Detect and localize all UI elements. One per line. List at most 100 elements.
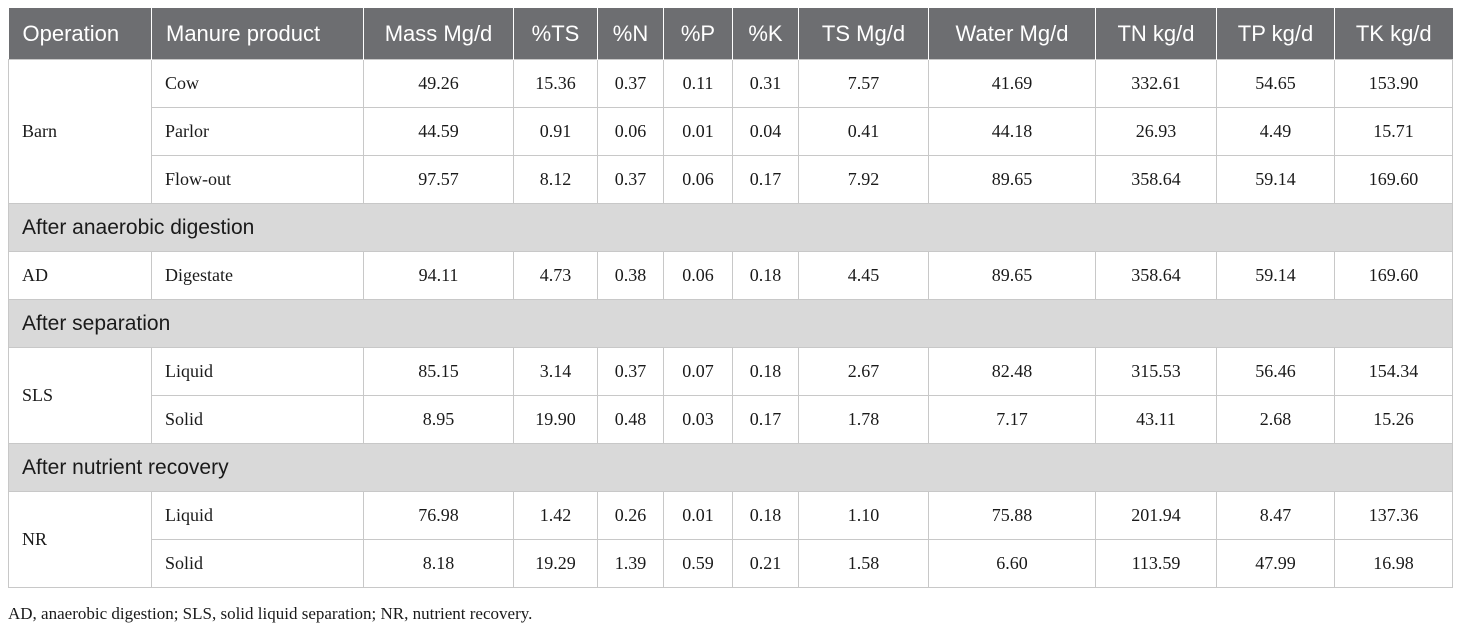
value-cell: 0.11 bbox=[663, 59, 733, 108]
section-label: After nutrient recovery bbox=[8, 443, 1453, 492]
value-cell: 0.31 bbox=[732, 59, 799, 108]
value-cell: 1.42 bbox=[513, 491, 598, 540]
product-cell: Parlor bbox=[151, 107, 364, 156]
value-cell: 0.17 bbox=[732, 155, 799, 204]
table-row: NR Liquid 76.98 1.42 0.26 0.01 0.18 1.10 75.88 20… bbox=[8, 491, 1453, 588]
value-cell: 59.14 bbox=[1216, 155, 1335, 204]
value-cell: 7.17 bbox=[928, 395, 1096, 444]
column-header: %P bbox=[663, 8, 733, 60]
product-cell: Solid bbox=[151, 395, 364, 444]
value-cell: 44.18 bbox=[928, 107, 1096, 156]
value-cell: 54.65 bbox=[1216, 59, 1335, 108]
value-cell: 56.46 bbox=[1216, 347, 1335, 396]
value-cell: 19.90 bbox=[513, 395, 598, 444]
table-row: Barn Cow 49.26 15.36 0.37 0.11 0.31 7.57 41.69 33… bbox=[8, 59, 1453, 204]
value-cell: 0.03 bbox=[663, 395, 733, 444]
value-cell: 85.15 bbox=[363, 347, 514, 396]
value-cell: 8.12 bbox=[513, 155, 598, 204]
value-cell: 0.91 bbox=[513, 107, 598, 156]
value-cell: 169.60 bbox=[1334, 155, 1453, 204]
value-cell: 0.38 bbox=[597, 251, 664, 300]
value-cell: 6.60 bbox=[928, 539, 1096, 588]
table-row: AD Digestate 94.11 4.73 0.38 0.06 0.18 4.45 89.6… bbox=[8, 251, 1453, 300]
value-cell: 15.36 bbox=[513, 59, 598, 108]
value-cell: 0.41 bbox=[798, 107, 929, 156]
column-header: %TS bbox=[513, 8, 598, 60]
table-row: Solid 8.18 19.29 1.39 0.59 0.21 1.58 6.60 113.59… bbox=[9, 539, 1453, 588]
value-cell: 89.65 bbox=[928, 155, 1096, 204]
value-cell: 201.94 bbox=[1095, 491, 1217, 540]
value-cell: 43.11 bbox=[1095, 395, 1217, 444]
value-cell: 0.37 bbox=[597, 155, 664, 204]
value-cell: 358.64 bbox=[1095, 155, 1217, 204]
value-cell: 0.06 bbox=[663, 155, 733, 204]
value-cell: 169.60 bbox=[1334, 251, 1453, 300]
column-header: %N bbox=[597, 8, 664, 60]
column-header: TN kg/d bbox=[1095, 8, 1217, 60]
operation-cell: SLS bbox=[8, 347, 152, 444]
product-cell: Liquid bbox=[151, 347, 364, 396]
value-cell: 1.39 bbox=[597, 539, 664, 588]
value-cell: 1.78 bbox=[798, 395, 929, 444]
column-header: Mass Mg/d bbox=[363, 8, 514, 60]
operation-cell: AD bbox=[8, 251, 152, 300]
operation-cell: Barn bbox=[8, 59, 152, 204]
product-cell: Cow bbox=[151, 59, 364, 108]
value-cell: 137.36 bbox=[1334, 491, 1453, 540]
value-cell: 1.10 bbox=[798, 491, 929, 540]
product-cell: Digestate bbox=[151, 251, 364, 300]
section-row: After separation bbox=[8, 299, 1453, 348]
table-container: Operation Manure product Mass Mg/d %TS %N %P%… bbox=[8, 8, 1453, 588]
column-header: TP kg/d bbox=[1216, 8, 1335, 60]
section-row: After nutrient recovery bbox=[8, 443, 1453, 492]
value-cell: 0.04 bbox=[732, 107, 799, 156]
value-cell: 75.88 bbox=[928, 491, 1096, 540]
value-cell: 8.95 bbox=[363, 395, 514, 444]
value-cell: 153.90 bbox=[1334, 59, 1453, 108]
value-cell: 0.17 bbox=[732, 395, 799, 444]
value-cell: 1.58 bbox=[798, 539, 929, 588]
value-cell: 0.59 bbox=[663, 539, 733, 588]
table-row: Parlor 44.59 0.91 0.06 0.01 0.04 0.41 44.18 26.9… bbox=[9, 107, 1453, 156]
value-cell: 89.65 bbox=[928, 251, 1096, 300]
value-cell: 332.61 bbox=[1095, 59, 1217, 108]
value-cell: 7.92 bbox=[798, 155, 929, 204]
value-cell: 0.01 bbox=[663, 491, 733, 540]
value-cell: 16.98 bbox=[1334, 539, 1453, 588]
header-row: Operation Manure product Mass Mg/d %TS %N %P%… bbox=[8, 8, 1453, 60]
value-cell: 49.26 bbox=[363, 59, 514, 108]
value-cell: 8.18 bbox=[363, 539, 514, 588]
value-cell: 59.14 bbox=[1216, 251, 1335, 300]
table-body: Barn Cow 49.26 15.36 0.37 0.11 0.31 7.57 41.69 33… bbox=[8, 59, 1453, 588]
value-cell: 8.47 bbox=[1216, 491, 1335, 540]
value-cell: 2.68 bbox=[1216, 395, 1335, 444]
table-footnote: AD, anaerobic digestion; SLS, solid liqu… bbox=[8, 604, 533, 623]
value-cell: 41.69 bbox=[928, 59, 1096, 108]
value-cell: 0.18 bbox=[732, 251, 799, 300]
value-cell: 0.07 bbox=[663, 347, 733, 396]
table-row: SLS Liquid 85.15 3.14 0.37 0.07 0.18 2.67 82.48 3… bbox=[8, 347, 1453, 444]
value-cell: 113.59 bbox=[1095, 539, 1217, 588]
section-row: After anaerobic digestion bbox=[8, 203, 1453, 252]
operation-cell: NR bbox=[8, 491, 152, 588]
value-cell: 358.64 bbox=[1095, 251, 1217, 300]
value-cell: 15.71 bbox=[1334, 107, 1453, 156]
product-cell: Flow-out bbox=[151, 155, 364, 204]
value-cell: 0.01 bbox=[663, 107, 733, 156]
column-header: %K bbox=[732, 8, 799, 60]
value-cell: 4.45 bbox=[798, 251, 929, 300]
value-cell: 0.26 bbox=[597, 491, 664, 540]
value-cell: 0.06 bbox=[597, 107, 664, 156]
value-cell: 4.73 bbox=[513, 251, 598, 300]
value-cell: 3.14 bbox=[513, 347, 598, 396]
value-cell: 0.18 bbox=[732, 347, 799, 396]
value-cell: 2.67 bbox=[798, 347, 929, 396]
value-cell: 26.93 bbox=[1095, 107, 1217, 156]
column-header: Water Mg/d bbox=[928, 8, 1096, 60]
value-cell: 94.11 bbox=[363, 251, 514, 300]
table-row: Flow-out 97.57 8.12 0.37 0.06 0.17 7.92 89.65 35… bbox=[9, 155, 1453, 204]
value-cell: 76.98 bbox=[363, 491, 514, 540]
value-cell: 47.99 bbox=[1216, 539, 1335, 588]
value-cell: 0.37 bbox=[597, 59, 664, 108]
section-label: After anaerobic digestion bbox=[8, 203, 1453, 252]
